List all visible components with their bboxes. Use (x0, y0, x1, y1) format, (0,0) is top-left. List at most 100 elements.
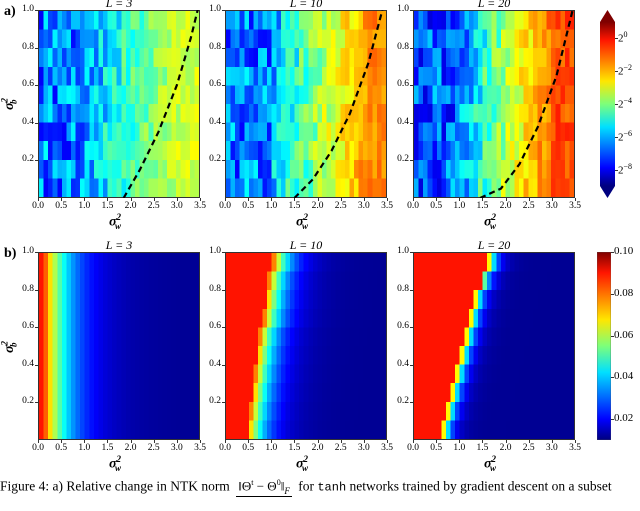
panel-title: L = 20 (477, 238, 511, 252)
y-tick-mark (222, 160, 225, 162)
colorbar-a-tick-mark (615, 136, 618, 138)
caption-suffix: networks trained by gradient descent on … (349, 478, 612, 494)
x-tick-label: 1.5 (101, 201, 114, 211)
x-tick-mark (200, 440, 201, 443)
y-tick-label: 0.2 (397, 154, 409, 165)
x-tick-mark (528, 440, 530, 443)
y-tick-mark (222, 364, 225, 366)
heatmap-canvas (39, 11, 199, 197)
y-tick-label: 0.4 (209, 116, 221, 127)
x-axis-label: σ2w (484, 212, 497, 232)
y-tick-mark (410, 402, 413, 404)
colorbar-b-tick-label: 0.10 (614, 245, 634, 257)
x-axis-label: σ2w (296, 212, 309, 232)
x-tick-label: 3.5 (381, 201, 393, 211)
colorbar-b-tick-mark (611, 335, 614, 337)
row-a-label: a) (4, 4, 16, 19)
heatmap-canvas (414, 11, 574, 197)
x-tick-mark (38, 440, 39, 443)
x-tick-label: 1.0 (265, 201, 278, 211)
x-tick-mark (176, 440, 178, 443)
x-tick-mark (482, 440, 484, 443)
x-tick-mark (38, 198, 39, 201)
x-tick-label: 3.0 (545, 201, 558, 211)
x-tick-mark (482, 198, 484, 201)
x-tick-label: 1.5 (101, 443, 114, 453)
x-tick-mark (225, 198, 226, 201)
x-tick-label: 2.0 (311, 201, 324, 211)
x-tick-label: 3.0 (170, 443, 183, 453)
y-tick-label: 0.4 (397, 358, 409, 369)
x-tick-mark (271, 198, 272, 201)
x-axis-label: σ2w (109, 212, 122, 232)
x-tick-mark (107, 440, 109, 443)
figure-caption: Figure 4: a) Relative change in NTK norm… (0, 478, 640, 497)
y-tick-label: 0.2 (22, 396, 34, 407)
y-tick-mark (222, 85, 225, 86)
heatmap-canvas (414, 253, 574, 439)
y-tick-mark (35, 10, 38, 11)
x-tick-mark (107, 198, 109, 201)
caption-prefix: Figure 4: a) Relative change in NTK norm (0, 478, 230, 494)
x-tick-mark (271, 440, 272, 443)
x-tick-mark (317, 198, 319, 201)
y-tick-mark (410, 160, 413, 162)
x-tick-label: 3.5 (569, 443, 581, 453)
y-tick-label: 1.0 (397, 246, 409, 256)
x-tick-mark (84, 198, 85, 201)
y-tick-label: 1.0 (22, 246, 34, 256)
heatmap-a-l10 (225, 10, 387, 198)
x-tick-mark (61, 440, 62, 443)
colorbar-a (600, 10, 615, 198)
x-tick-mark (61, 198, 62, 201)
x-tick-mark (363, 440, 365, 443)
x-tick-label: 2.5 (334, 201, 347, 211)
x-tick-label: 0.0 (407, 201, 419, 211)
heatmap-a-l20 (413, 10, 575, 198)
x-tick-label: 3.0 (357, 201, 370, 211)
y-tick-mark (35, 364, 38, 366)
x-tick-mark (528, 198, 530, 201)
y-tick-label: 0.4 (209, 358, 221, 369)
panel-title: L = 3 (105, 0, 133, 10)
y-tick-label: 0.8 (397, 41, 409, 52)
x-tick-mark (551, 440, 553, 443)
y-axis-label-a: σ2b (0, 97, 19, 110)
x-tick-label: 1.5 (476, 201, 489, 211)
colorbar-a-tick-label: 2−4 (618, 96, 633, 111)
x-tick-label: 2.5 (147, 443, 160, 453)
colorbar-b-tick-mark (611, 293, 614, 295)
caption-code-tanh: tanh (317, 480, 347, 495)
y-tick-mark (410, 10, 413, 11)
x-tick-label: 3.0 (357, 443, 370, 453)
panel-title: L = 3 (105, 238, 133, 252)
x-tick-mark (436, 198, 437, 201)
x-tick-label: 1.0 (453, 443, 466, 453)
y-tick-label: 1.0 (209, 246, 221, 256)
y-tick-label: 0.6 (397, 321, 409, 332)
y-tick-mark (222, 289, 225, 291)
x-tick-mark (84, 440, 85, 443)
y-tick-label: 0.6 (209, 79, 221, 90)
ntk-norm-fraction: ‖Θt − Θ0‖F (236, 478, 292, 497)
y-tick-mark (35, 47, 38, 49)
y-tick-label: 1.0 (209, 4, 221, 14)
x-tick-label: 0.5 (242, 443, 255, 453)
x-tick-label: 0.5 (430, 443, 443, 453)
panel-title: L = 10 (289, 238, 323, 252)
x-tick-label: 2.0 (124, 201, 137, 211)
y-tick-label: 0.8 (209, 41, 221, 52)
y-tick-mark (410, 122, 413, 124)
y-tick-mark (35, 327, 38, 328)
y-tick-mark (222, 402, 225, 404)
x-tick-label: 0.5 (430, 201, 443, 211)
heatmap-b-l3 (38, 252, 200, 440)
x-tick-mark (130, 198, 132, 201)
colorbar-a-tick-label: 2−8 (618, 161, 633, 177)
y-tick-mark (222, 122, 225, 124)
x-tick-label: 2.0 (311, 443, 324, 453)
colorbar-b-tick-label: 0.02 (614, 412, 634, 425)
x-tick-label: 0.0 (32, 443, 44, 453)
y-tick-mark (35, 252, 38, 253)
y-tick-mark (35, 289, 38, 291)
